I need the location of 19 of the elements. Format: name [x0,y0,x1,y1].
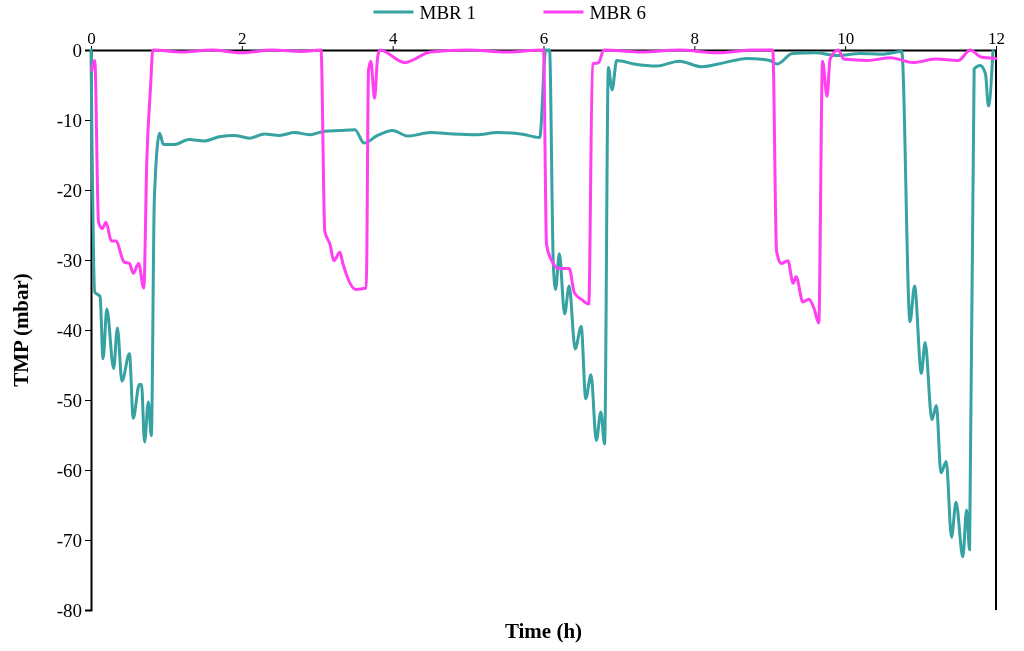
x-tick-label: 0 [87,29,96,48]
x-tick-label: 4 [388,29,398,48]
x-tick-label: 8 [690,29,700,48]
y-tick-label: -80 [56,599,82,621]
x-axis-title: Time (h) [504,619,583,643]
x-tick-label: 10 [837,29,855,48]
y-tick-label: -20 [56,179,82,201]
x-tick-label: 12 [988,29,1005,48]
y-tick-label: -60 [56,459,82,481]
y-tick-label: -70 [56,529,82,551]
y-axis-title: TMP (mbar) [9,273,33,387]
y-tick-label: -30 [56,249,82,271]
y-tick-label: -40 [56,319,82,341]
y-tick-label: -10 [56,109,82,131]
x-tick-label: 2 [238,29,247,48]
x-tick-label: 6 [539,29,549,48]
y-tick-label: -50 [56,389,82,411]
legend-label: MBR 6 [589,1,646,23]
legend-label: MBR 1 [419,1,476,23]
